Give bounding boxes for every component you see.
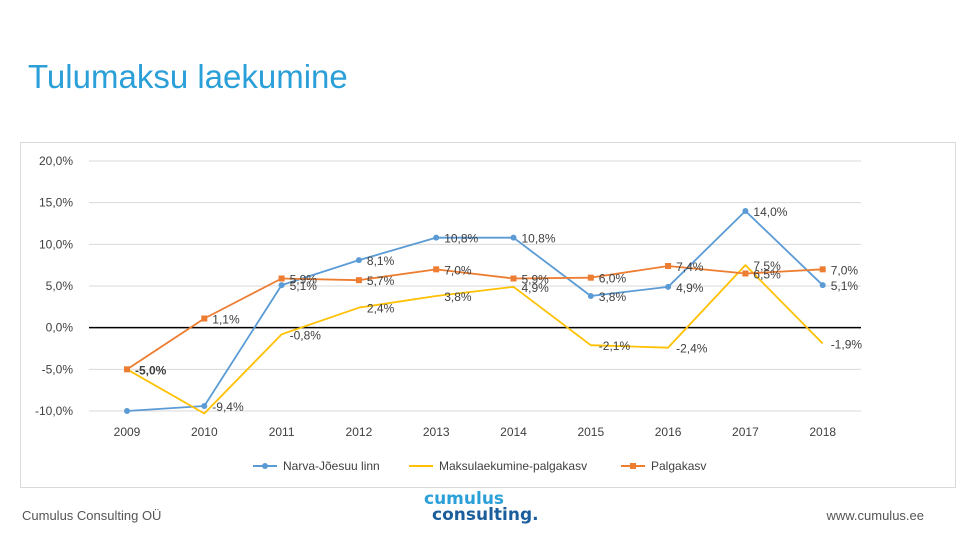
line-chart: -10,0% -5,0% 0,0% 5,0% 10,0% 15,0% 20,0% 2009 20… (35, 154, 863, 473)
data-label: 2,4% (367, 302, 395, 316)
legend-marker (630, 463, 636, 469)
data-label: -9,4% (212, 400, 244, 414)
data-label: 4,9% (522, 281, 550, 295)
data-label: 6,0% (599, 272, 627, 286)
data-point (510, 234, 517, 241)
data-label: 7,5% (753, 259, 781, 273)
data-point (278, 282, 285, 289)
data-label: 5,9% (290, 273, 318, 287)
logo-text-line1: cumulus (424, 489, 505, 509)
y-tick-label: 0,0% (46, 321, 74, 335)
data-point (665, 263, 672, 269)
x-tick-label: 2016 (655, 425, 682, 439)
data-point (587, 274, 594, 281)
company-logo: cumulus consulting. (424, 489, 539, 525)
data-point (819, 282, 826, 289)
data-label: -5,0% (135, 363, 167, 377)
data-label: 10,8% (444, 232, 478, 246)
data-point (742, 208, 749, 214)
data-label: 5,1% (831, 279, 859, 293)
y-tick-label: 10,0% (39, 237, 73, 251)
data-point (433, 266, 440, 273)
data-label: -2,1% (599, 339, 631, 353)
data-point (665, 283, 672, 290)
data-label: 5,9% (522, 273, 550, 287)
data-label: 7,0% (444, 263, 472, 277)
data-label: -2,4% (676, 342, 708, 356)
data-point (124, 366, 130, 373)
series-line (126, 265, 823, 371)
website-url[interactable]: www.cumulus.ee (826, 508, 924, 523)
y-tick-label: -10,0% (35, 404, 73, 418)
data-label: -1,9% (831, 338, 863, 352)
data-point (355, 277, 362, 284)
x-tick-label: 2012 (346, 425, 373, 439)
data-point (742, 270, 749, 277)
y-tick-label: 5,0% (46, 279, 74, 293)
data-label: 6,5% (753, 268, 781, 282)
data-point (124, 408, 130, 414)
data-label: 1,1% (212, 313, 240, 327)
legend-label: Palgakasv (651, 459, 706, 473)
legend-marker (262, 463, 268, 469)
slide-title: Tulumaksu laekumine (28, 58, 348, 95)
data-label: 5,7% (367, 274, 395, 288)
data-point (278, 275, 285, 282)
data-label: 3,8% (444, 290, 472, 304)
data-label: 3,8% (599, 290, 627, 304)
x-tick-label: 2014 (500, 425, 527, 439)
data-point (355, 257, 362, 264)
data-label: 7,4% (676, 260, 704, 274)
data-point (433, 234, 440, 241)
series-line (126, 264, 824, 415)
series-line (126, 210, 824, 412)
data-label: 4,9% (676, 281, 704, 295)
data-point (587, 293, 594, 299)
data-point (201, 403, 208, 409)
x-tick-label: 2015 (577, 425, 604, 439)
data-point (201, 315, 208, 322)
chart-frame: -10,0% -5,0% 0,0% 5,0% 10,0% 15,0% 20,0% 2009 20… (20, 142, 956, 488)
data-point (510, 275, 517, 282)
data-label: 7,0% (831, 263, 859, 277)
data-point (819, 266, 826, 273)
x-tick-label: 2013 (423, 425, 450, 439)
company-name: Cumulus Consulting OÜ (22, 508, 162, 523)
logo-text-line2: consulting. (432, 505, 539, 525)
data-label: 8,1% (367, 254, 395, 268)
data-label: 10,8% (522, 232, 556, 246)
legend-label: Maksulaekumine-palgakasv (439, 459, 587, 473)
data-label: 14,0% (753, 205, 787, 219)
y-tick-label: 20,0% (39, 154, 73, 168)
x-tick-label: 2018 (809, 425, 836, 439)
y-tick-label: 15,0% (39, 196, 73, 210)
data-label: -0,8% (290, 328, 322, 342)
x-tick-label: 2010 (191, 425, 218, 439)
y-tick-label: -5,0% (42, 362, 74, 376)
data-label: 5,1% (290, 279, 318, 293)
x-tick-label: 2017 (732, 425, 759, 439)
legend-label: Narva-Jõesuu linn (283, 459, 380, 473)
x-tick-label: 2011 (269, 425, 295, 439)
x-tick-label: 2009 (114, 425, 141, 439)
